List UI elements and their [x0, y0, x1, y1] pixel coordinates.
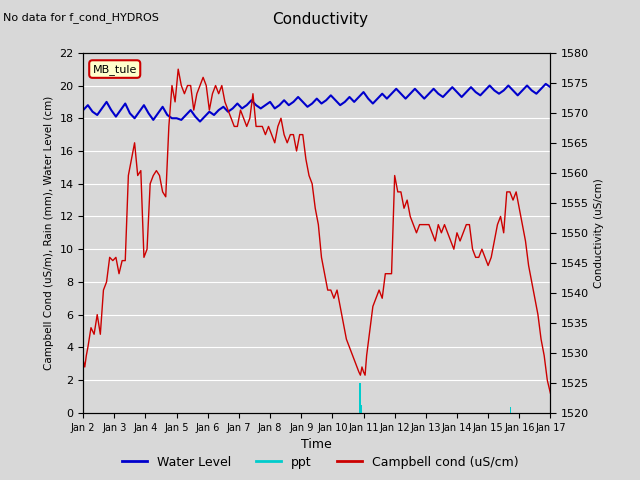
Legend: Water Level, ppt, Campbell cond (uS/cm): Water Level, ppt, Campbell cond (uS/cm): [116, 451, 524, 474]
Text: No data for f_cond_HYDROS: No data for f_cond_HYDROS: [3, 12, 159, 23]
Bar: [360, 405, 362, 413]
Text: Conductivity: Conductivity: [272, 12, 368, 27]
Bar: [509, 407, 511, 413]
Bar: [359, 384, 360, 413]
Y-axis label: Campbell Cond (uS/m), Rain (mm), Water Level (cm): Campbell Cond (uS/m), Rain (mm), Water L…: [44, 96, 54, 370]
Y-axis label: Conductivity (uS/cm): Conductivity (uS/cm): [595, 178, 605, 288]
X-axis label: Time: Time: [301, 438, 332, 451]
Text: MB_tule: MB_tule: [93, 64, 137, 74]
